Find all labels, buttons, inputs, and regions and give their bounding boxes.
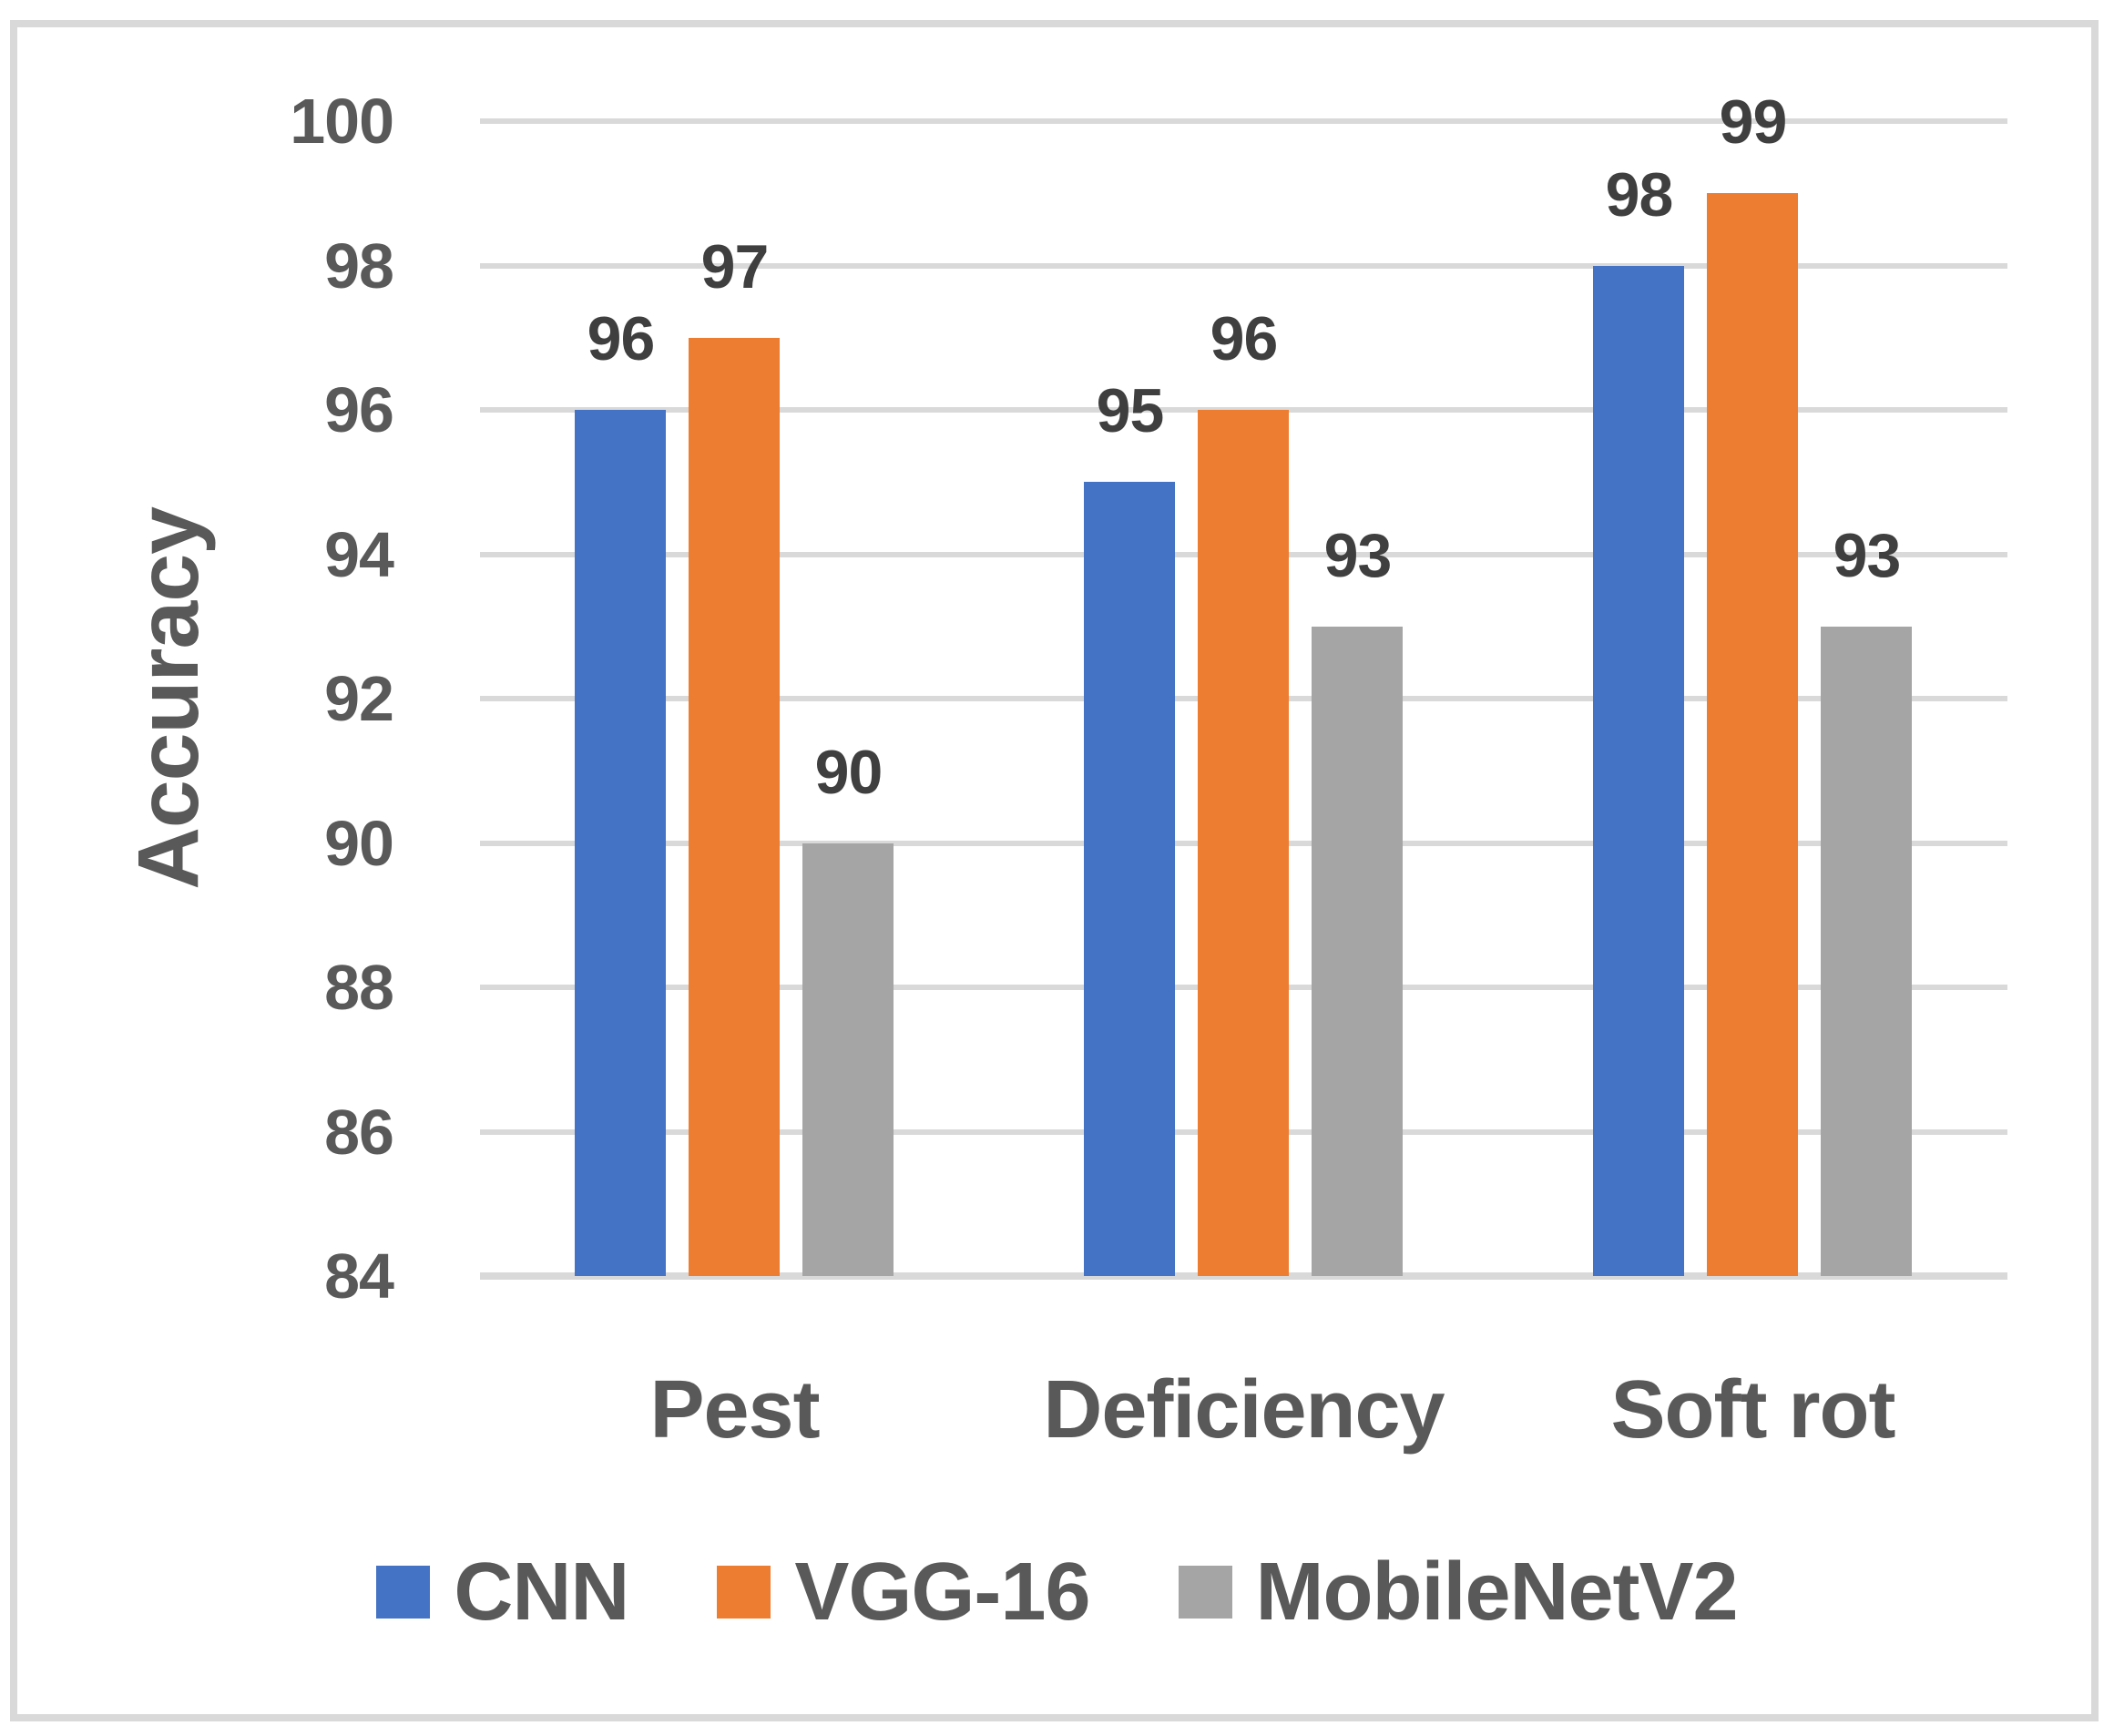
y-tick-label: 98 <box>324 230 394 301</box>
bar-vgg-16 <box>1707 193 1799 1276</box>
legend-item-cnn: CNN <box>376 1546 629 1638</box>
y-tick-label: 86 <box>324 1096 394 1168</box>
legend-item-mobilenetv2: MobileNetV2 <box>1178 1546 1739 1638</box>
y-tick-label: 100 <box>290 86 394 157</box>
data-label: 99 <box>1719 87 1788 158</box>
x-axis-category-labels: Pest Deficiency Soft rot <box>480 1369 2007 1469</box>
data-label: 93 <box>1323 520 1393 590</box>
gridline <box>480 118 2007 124</box>
bar-column: 93 <box>1312 121 1404 1276</box>
bar-column: 97 <box>689 121 781 1276</box>
y-tick-label: 84 <box>324 1241 394 1312</box>
bar-vgg-16 <box>689 337 781 1276</box>
bar-mobilenetv2 <box>802 842 894 1276</box>
legend-swatch-icon <box>1178 1565 1232 1619</box>
category-label: Soft rot <box>1610 1364 1896 1455</box>
bar-column: 96 <box>575 121 667 1276</box>
data-label: 95 <box>1096 376 1165 446</box>
bar-group-pest: 96 97 90 <box>480 121 989 1276</box>
bar-column: 99 <box>1707 91 1799 1276</box>
bar-column: 98 <box>1593 121 1685 1276</box>
y-tick-label: 96 <box>324 374 394 445</box>
bar-group-deficiency: 95 96 93 <box>989 121 1498 1276</box>
bar-column: 96 <box>1198 121 1290 1276</box>
y-tick-label: 92 <box>324 663 394 734</box>
category-label: Pest <box>649 1364 820 1455</box>
plot-area: 96 97 90 95 96 93 98 99 93 <box>480 91 2007 1280</box>
legend-label: VGG-16 <box>794 1546 1090 1638</box>
bar-mobilenetv2 <box>1821 626 1913 1276</box>
category-label: Deficiency <box>1043 1364 1445 1455</box>
y-tick-label: 88 <box>324 952 394 1023</box>
data-label: 93 <box>1833 520 1902 590</box>
data-label: 96 <box>1210 304 1279 373</box>
bar-column: 93 <box>1821 121 1913 1276</box>
data-label: 90 <box>814 737 883 807</box>
y-tick-label: 94 <box>324 518 394 590</box>
bar-vgg-16 <box>1198 410 1290 1276</box>
bar-cnn <box>1593 265 1685 1276</box>
data-label: 98 <box>1605 159 1674 230</box>
legend-label: MobileNetV2 <box>1255 1546 1739 1638</box>
legend-item-vgg-16: VGG-16 <box>717 1546 1091 1638</box>
legend-swatch-icon <box>717 1565 771 1619</box>
data-label: 97 <box>700 231 770 301</box>
bar-cnn <box>575 410 667 1276</box>
data-label: 96 <box>587 304 656 373</box>
bar-column: 90 <box>802 121 894 1276</box>
bar-mobilenetv2 <box>1312 626 1404 1276</box>
y-tick-label: 90 <box>324 807 394 879</box>
y-axis-tick-labels: 84 86 88 90 92 94 96 98 100 <box>0 89 394 1308</box>
bar-group-soft-rot: 98 99 93 <box>1498 91 2007 1276</box>
bar-cnn <box>1084 482 1176 1276</box>
x-axis-line <box>480 1272 2007 1280</box>
gridline <box>480 262 2007 269</box>
bar-column: 95 <box>1084 121 1176 1276</box>
legend: CNN VGG-16 MobileNetV2 <box>0 1548 2114 1635</box>
legend-label: CNN <box>454 1546 629 1638</box>
legend-swatch-icon <box>376 1565 431 1619</box>
